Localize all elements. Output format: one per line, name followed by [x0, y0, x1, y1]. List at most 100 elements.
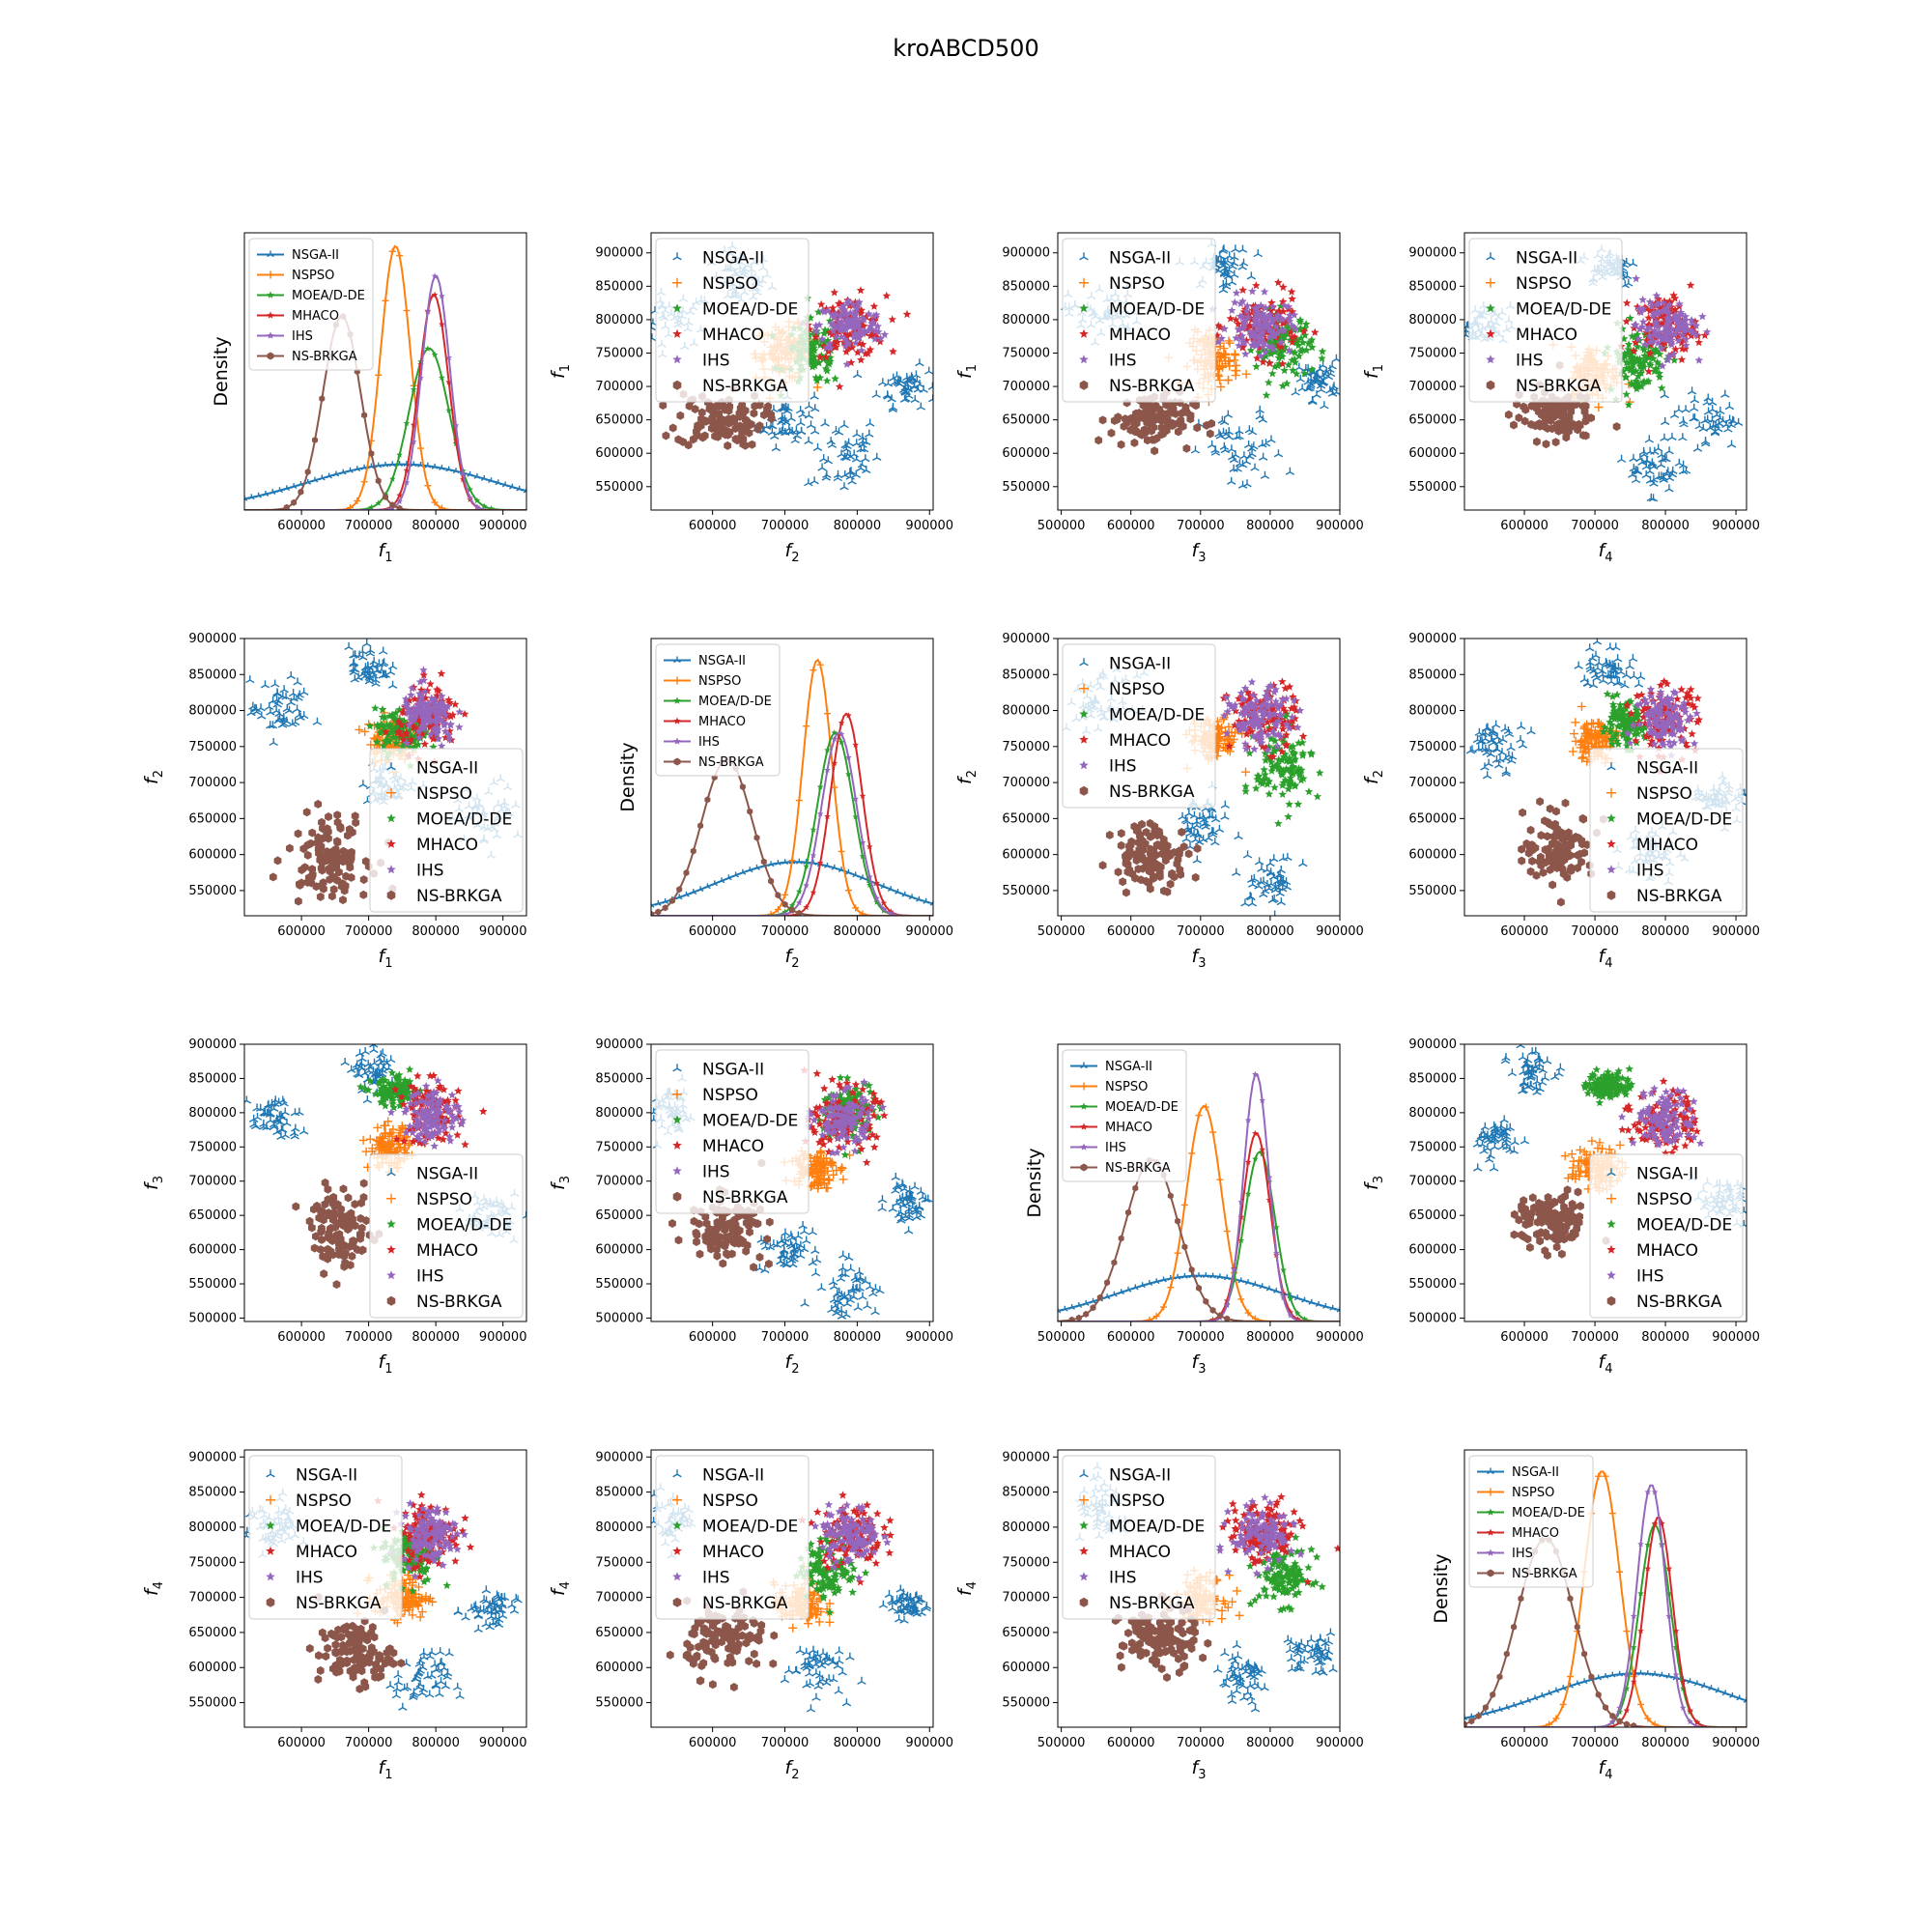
density-marker	[445, 407, 452, 413]
scatter-point	[360, 726, 370, 736]
scatter-point	[841, 321, 850, 329]
scatter-point	[407, 735, 415, 744]
legend-label: MOEA/D-DE	[698, 695, 772, 709]
scatter-point	[848, 299, 858, 308]
scatter-point	[436, 703, 445, 712]
scatter-point	[433, 729, 441, 738]
scatter-point	[1227, 452, 1237, 461]
scatter-point	[1658, 334, 1666, 343]
legend-label: IHS	[1516, 351, 1544, 370]
scatter-point	[1248, 287, 1257, 296]
scatter-point	[818, 454, 829, 463]
scatter-point	[1263, 702, 1272, 711]
scatter-point	[796, 426, 807, 435]
plot-area	[651, 658, 933, 916]
scatter-point	[1236, 689, 1246, 697]
legend-label: NSGA-II	[1109, 248, 1171, 268]
scatter-point	[1687, 316, 1696, 325]
legend-label: MOEA/D-DE	[1109, 299, 1205, 319]
scatter-point	[440, 710, 450, 720]
x-tick-label: 700000	[1177, 519, 1225, 533]
scatter-point	[846, 358, 856, 367]
scatter-point	[1298, 731, 1308, 741]
density-marker	[304, 469, 311, 475]
scatter-point	[1274, 359, 1284, 368]
scatter-point	[1660, 306, 1669, 315]
density-marker	[396, 451, 403, 458]
scatter-point	[1252, 341, 1262, 350]
density-marker	[816, 810, 824, 817]
y-tick-label: 750000	[595, 346, 643, 360]
scatter-point	[910, 394, 920, 404]
y-tick-label: 600000	[1408, 446, 1457, 461]
scatter-point	[1117, 829, 1125, 838]
scatter-point	[1296, 347, 1306, 355]
scatter-point	[902, 309, 912, 319]
scatter-point	[804, 478, 813, 487]
scatter-point	[1134, 852, 1143, 861]
legend-label: NS-BRKGA	[1109, 782, 1195, 802]
scatter-point	[745, 428, 753, 438]
scatter-point	[397, 724, 407, 733]
scatter-point	[1270, 782, 1279, 791]
scatter-point	[373, 721, 383, 729]
scatter-point	[299, 844, 308, 854]
scatter-point	[899, 394, 910, 403]
y-tick-label: 650000	[1002, 811, 1050, 826]
scatter-point	[851, 310, 860, 319]
scatter-point	[381, 713, 389, 722]
scatter-point	[1507, 752, 1518, 760]
scatter-point	[1130, 438, 1139, 447]
scatter-point	[760, 411, 768, 420]
legend-marker	[1079, 734, 1089, 744]
legend-label: IHS	[416, 861, 444, 880]
scatter-point	[1279, 345, 1289, 354]
x-tick-label: 600000	[277, 924, 326, 939]
scatter-point	[460, 709, 469, 718]
x-tick-label: 900000	[1316, 924, 1364, 939]
y-tick-label: 550000	[1408, 480, 1457, 495]
density-marker	[810, 667, 817, 674]
scatter-point	[1313, 792, 1322, 801]
scatter-point	[724, 440, 732, 450]
y-tick-label: 800000	[1002, 704, 1050, 719]
density-marker	[431, 291, 439, 298]
density-marker	[439, 293, 445, 299]
scatter-point	[269, 737, 278, 747]
scatter-point	[1542, 440, 1550, 449]
legend-marker	[1079, 380, 1089, 390]
legend-label: MOEA/D-DE	[702, 299, 798, 319]
x-tick-label: 800000	[1641, 519, 1690, 533]
scatter-point	[825, 328, 835, 337]
scatter-point	[1271, 319, 1280, 327]
scatter-point	[1645, 349, 1655, 357]
scatter-point	[1186, 411, 1195, 420]
scatter-point	[1527, 401, 1536, 411]
scatter-point	[1724, 402, 1735, 411]
scatter-point	[814, 358, 823, 367]
scatter-point	[1268, 369, 1277, 378]
scatter-point	[1293, 723, 1302, 731]
density-series-NSPSO	[651, 658, 933, 916]
scatter-point	[1653, 443, 1663, 452]
scatter-point	[826, 353, 835, 361]
scatter-point	[445, 726, 454, 735]
density-marker	[291, 498, 298, 506]
legend-entry-IHS: IHS	[672, 351, 730, 370]
scatter-point	[1178, 409, 1186, 418]
legend-entry-MOEA/D-DE: MOEA/D-DE	[386, 810, 512, 829]
scatter-point	[1642, 456, 1652, 465]
density-marker	[283, 485, 291, 492]
scatter-point	[427, 716, 436, 724]
scatter-point	[1571, 736, 1580, 746]
density-marker	[739, 783, 746, 791]
scatter-point	[1192, 820, 1202, 829]
density-marker	[747, 808, 753, 815]
scatter-point	[435, 715, 444, 724]
scatter-point	[1703, 393, 1713, 402]
legend-entry-MHACO: MHACO	[1079, 731, 1171, 751]
scatter-point	[714, 432, 722, 441]
scatter-point	[1249, 441, 1259, 450]
scatter-point	[413, 740, 423, 749]
scatter-point	[844, 297, 853, 305]
